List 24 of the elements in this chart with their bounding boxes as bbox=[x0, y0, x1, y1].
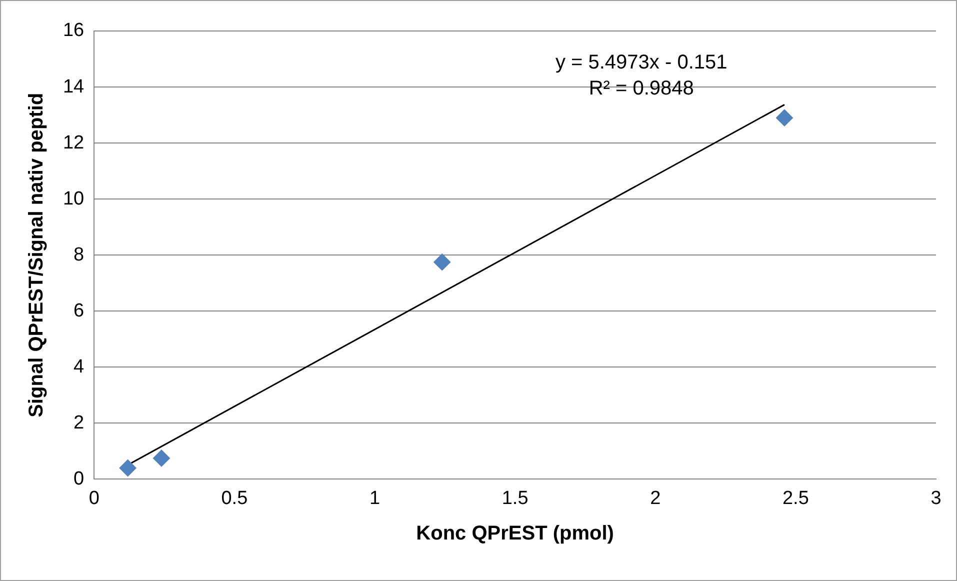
x-tick-label: 0.5 bbox=[221, 488, 248, 509]
point bbox=[152, 450, 170, 467]
annotation: R² = 0.9848 bbox=[588, 78, 694, 100]
y-tick-label: 8 bbox=[74, 244, 84, 266]
annotation: y = 5.4973x - 0.151 bbox=[555, 52, 728, 74]
y-tick-label: 12 bbox=[62, 132, 84, 154]
x-tick-label: 1 bbox=[369, 488, 380, 509]
x-axis-title: Konc QPrEST (pmol) bbox=[416, 522, 614, 545]
point bbox=[776, 109, 793, 126]
x-tick-label: 0 bbox=[88, 488, 100, 509]
y-tick-label: 6 bbox=[74, 300, 84, 322]
x-tick-label: 3 bbox=[930, 488, 942, 509]
y-tick-label: 0 bbox=[74, 468, 84, 490]
x-tick-label: 2 bbox=[650, 488, 661, 509]
x-tick-label: 1.5 bbox=[502, 488, 528, 509]
y-tick-label: 10 bbox=[62, 188, 84, 210]
y-tick-label: 14 bbox=[62, 76, 85, 98]
y-tick-label: 4 bbox=[74, 356, 85, 378]
y-tick-label: 16 bbox=[62, 20, 84, 42]
point bbox=[119, 459, 136, 476]
y-axis-title: Signal QPrEST/Signal nativ peptid bbox=[26, 92, 48, 418]
x-tick-label: 2.5 bbox=[782, 488, 809, 509]
y-tick-label: 2 bbox=[74, 412, 84, 434]
point bbox=[434, 254, 451, 271]
